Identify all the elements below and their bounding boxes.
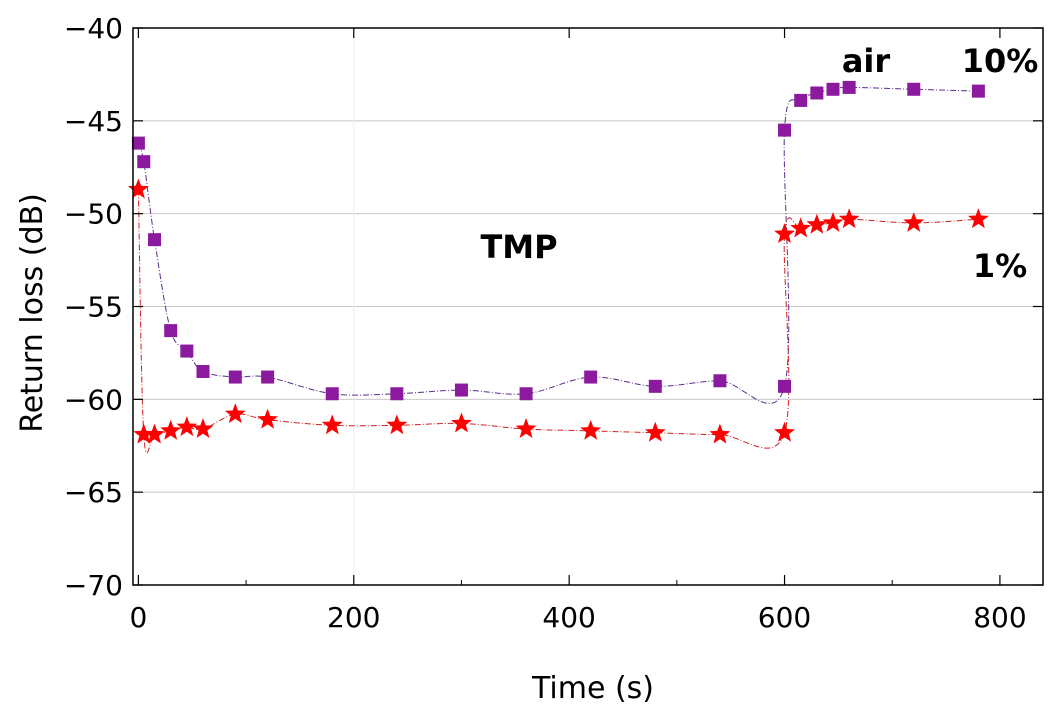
y-tick-label: −55	[64, 291, 123, 324]
series-markers	[127, 80, 989, 444]
series-lines	[137, 86, 979, 454]
data-point-square	[261, 370, 275, 384]
data-point-square	[519, 387, 533, 401]
data-point-star	[127, 178, 149, 199]
x-tick-label: 400	[542, 601, 595, 634]
data-point-star	[580, 419, 602, 440]
data-point-star	[790, 217, 812, 238]
x-axis-label: Time (s)	[531, 671, 654, 706]
data-point-star	[192, 418, 214, 438]
data-point-square	[778, 123, 792, 137]
axis-ticks: 0 200 400 600 800 −70 −65 −60 −55 −50 −45 −40	[64, 12, 1043, 634]
data-point-square	[842, 80, 856, 94]
data-point-star	[903, 211, 925, 232]
data-point-square	[648, 379, 662, 393]
data-point-square	[713, 374, 727, 388]
data-point-square	[778, 379, 792, 393]
data-point-star	[515, 418, 537, 438]
data-point-star	[838, 208, 860, 229]
y-tick-label: −65	[64, 476, 123, 509]
data-point-star	[822, 211, 844, 232]
data-point-square	[131, 136, 145, 150]
data-point-star	[709, 423, 731, 444]
data-point-star	[176, 416, 198, 437]
y-tick-label: −70	[64, 569, 123, 602]
data-point-star	[806, 213, 828, 234]
data-point-square	[907, 82, 921, 96]
y-tick-label: −50	[64, 198, 123, 231]
data-point-star	[257, 408, 279, 429]
data-point-star	[386, 414, 408, 435]
data-point-square	[137, 155, 151, 169]
data-point-star	[321, 414, 343, 435]
data-point-square	[794, 93, 808, 107]
data-point-square	[180, 344, 194, 358]
y-axis-label: Return loss (dB)	[15, 193, 50, 433]
y-tick-label: −45	[64, 105, 123, 138]
data-point-star	[774, 421, 795, 442]
data-point-star	[774, 223, 795, 243]
annotation-ten-percent: 10%	[962, 42, 1039, 80]
data-point-square	[971, 84, 985, 98]
data-point-star	[133, 423, 155, 444]
annotation-one-percent: 1%	[973, 247, 1027, 285]
data-point-square	[810, 86, 824, 100]
data-point-square	[826, 82, 840, 96]
data-point-square	[325, 387, 339, 401]
data-point-square	[148, 233, 162, 247]
data-point-square	[228, 370, 242, 384]
x-tick-label: 0	[129, 601, 147, 634]
data-point-square	[196, 364, 210, 378]
data-point-star	[224, 403, 246, 424]
annotation-tmp: TMP	[480, 228, 557, 266]
data-point-star	[160, 419, 182, 440]
data-point-square	[584, 370, 598, 384]
data-point-square	[164, 324, 178, 338]
y-tick-label: −40	[64, 12, 123, 45]
y-tick-label: −60	[64, 383, 123, 416]
series-line-ten-percent	[137, 86, 979, 404]
series-line-one-percent	[137, 189, 979, 454]
data-point-star	[967, 208, 989, 229]
data-point-star	[644, 421, 666, 442]
x-tick-label: 800	[973, 601, 1026, 634]
data-point-square	[390, 387, 404, 401]
annotation-air: air	[842, 42, 891, 80]
data-point-star	[144, 423, 165, 444]
data-point-square	[454, 383, 468, 397]
gridlines	[133, 28, 1043, 585]
x-tick-label: 200	[327, 601, 380, 634]
data-point-star	[451, 412, 472, 433]
x-tick-label: 600	[758, 601, 811, 634]
